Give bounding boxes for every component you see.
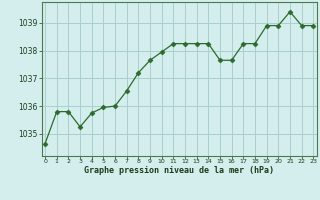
X-axis label: Graphe pression niveau de la mer (hPa): Graphe pression niveau de la mer (hPa) — [84, 166, 274, 175]
